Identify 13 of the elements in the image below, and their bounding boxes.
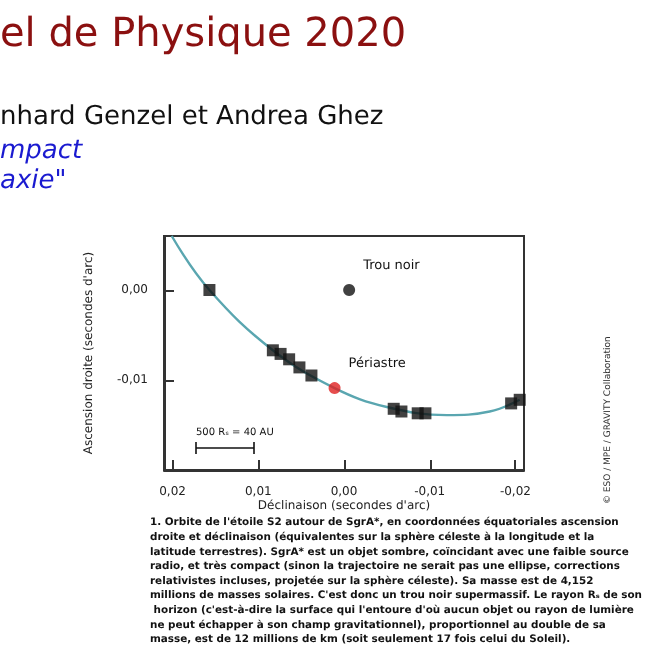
chart-title: el de Physique 2020 — [0, 8, 407, 56]
text: mpact — [0, 136, 85, 166]
point — [343, 284, 356, 296]
point — [513, 393, 526, 406]
point — [203, 284, 216, 296]
point — [293, 361, 306, 374]
point — [283, 353, 296, 366]
point — [328, 382, 341, 395]
point — [305, 369, 318, 382]
chart-subtitle: nhard Genzel et Andrea Ghez — [0, 102, 384, 132]
text: axie" — [0, 166, 67, 196]
point — [419, 407, 432, 420]
point — [395, 405, 408, 418]
